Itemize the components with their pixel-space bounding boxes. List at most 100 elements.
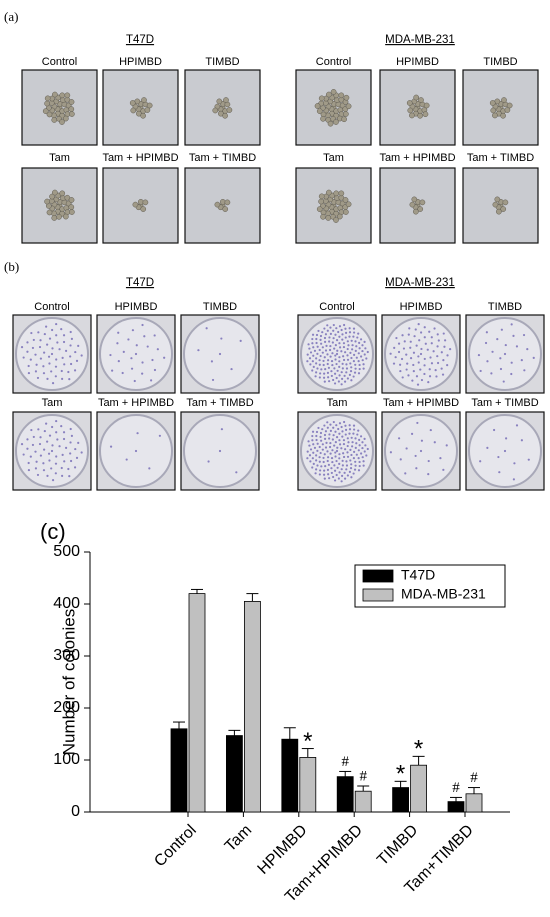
- colony: [135, 344, 138, 347]
- colony: [336, 466, 339, 469]
- colony: [50, 467, 53, 470]
- image-label: Tam + HPIMBD: [102, 152, 178, 164]
- colony: [334, 344, 337, 347]
- colony: [400, 357, 404, 361]
- colony: [423, 326, 426, 329]
- colony: [335, 473, 338, 477]
- colony: [311, 337, 314, 341]
- colony: [64, 349, 68, 353]
- colony: [401, 376, 404, 379]
- colony: [348, 373, 351, 377]
- colony: [356, 336, 359, 339]
- colony: [346, 358, 350, 361]
- colony: [358, 341, 361, 344]
- bar: [188, 593, 206, 813]
- colony: [311, 333, 315, 336]
- colony: [479, 369, 482, 373]
- colony: [318, 363, 321, 366]
- colony: [326, 421, 329, 424]
- colony: [326, 353, 329, 356]
- colony: [497, 455, 500, 459]
- colony: [321, 448, 324, 451]
- colony: [439, 456, 442, 460]
- colony: [316, 442, 319, 445]
- colony: [326, 426, 329, 429]
- error-bar: [283, 727, 296, 740]
- colony: [353, 353, 356, 356]
- colony: [332, 329, 335, 332]
- colony: [515, 424, 519, 427]
- colony: [442, 359, 445, 362]
- cell: [318, 95, 325, 102]
- image-label: Tam: [49, 152, 70, 164]
- colony: [334, 430, 337, 433]
- colony: [329, 355, 332, 358]
- colony: [337, 427, 340, 431]
- colony: [338, 356, 341, 359]
- colony: [350, 366, 353, 369]
- colony: [77, 441, 80, 445]
- colony: [109, 353, 112, 357]
- colony: [344, 331, 348, 334]
- colony: [397, 350, 401, 354]
- cell: [504, 107, 511, 113]
- colony: [426, 348, 429, 351]
- colony: [130, 367, 134, 370]
- colony: [477, 353, 481, 357]
- colony: [322, 473, 326, 476]
- bar: [170, 728, 188, 813]
- colony: [54, 472, 57, 475]
- cell: [68, 197, 75, 203]
- colony: [27, 468, 31, 472]
- colony: [430, 362, 434, 365]
- colony: [428, 375, 432, 378]
- colony: [423, 336, 426, 339]
- cell: [140, 206, 147, 212]
- cell: [216, 98, 223, 105]
- colony: [316, 367, 319, 370]
- colony: [344, 448, 347, 451]
- colony: [146, 345, 149, 348]
- colony: [333, 347, 336, 350]
- colony: [54, 375, 57, 378]
- colony: [393, 346, 396, 349]
- colony: [50, 449, 54, 453]
- colony: [330, 456, 334, 460]
- colony: [36, 376, 40, 380]
- colony: [349, 370, 353, 373]
- y-axis-label: Number of colonies: [59, 609, 78, 755]
- cell: [52, 91, 58, 98]
- colony: [306, 450, 309, 453]
- colony: [127, 338, 130, 341]
- cell: [140, 112, 146, 119]
- colony: [351, 344, 354, 347]
- colony: [499, 357, 502, 360]
- colony: [26, 350, 29, 353]
- cell: [422, 111, 429, 118]
- colony: [395, 336, 398, 340]
- colony: [424, 342, 427, 345]
- colony: [358, 444, 361, 447]
- colony: [324, 446, 328, 449]
- colony: [502, 380, 505, 383]
- cell: [318, 193, 325, 200]
- colony: [420, 378, 424, 382]
- colony: [491, 350, 494, 353]
- colony: [218, 449, 222, 453]
- colony: [332, 420, 335, 424]
- cell: [226, 107, 233, 113]
- colony: [61, 474, 64, 477]
- cell: [412, 208, 419, 215]
- colony: [340, 468, 343, 471]
- colony: [409, 340, 412, 343]
- colony: [55, 334, 58, 337]
- colony: [337, 380, 340, 383]
- colony: [333, 372, 337, 375]
- error-bar: [468, 787, 480, 794]
- image-label: Tam: [323, 152, 344, 164]
- colony: [327, 359, 330, 362]
- cell: [46, 111, 53, 118]
- colony: [394, 356, 397, 359]
- cell: [222, 112, 228, 119]
- cell: [64, 92, 71, 99]
